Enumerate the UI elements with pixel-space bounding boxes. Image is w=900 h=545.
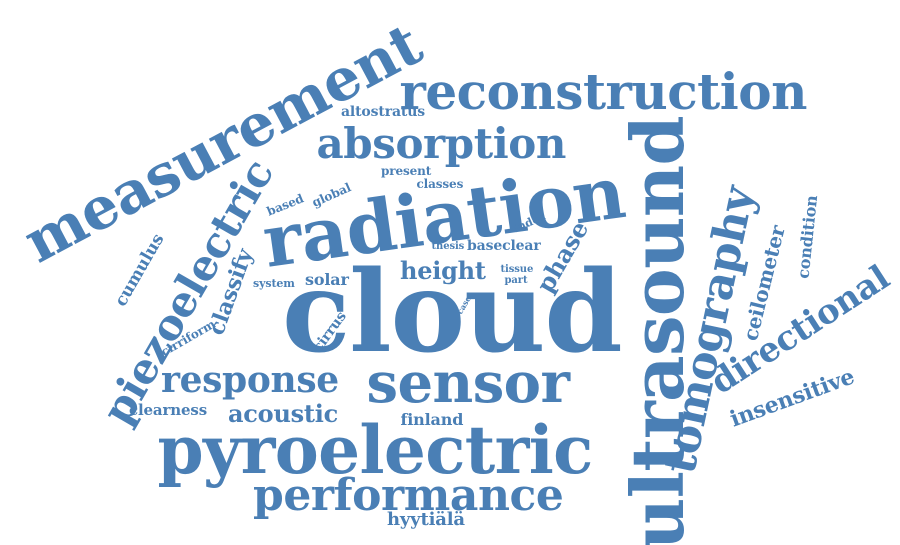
word-part: part <box>504 275 528 286</box>
word-condition: condition <box>793 194 822 280</box>
word-performance: performance <box>253 470 564 521</box>
word-reconstruction: reconstruction <box>399 62 808 121</box>
word-baseclear: baseclear <box>467 238 541 254</box>
word-clearness: clearness <box>129 400 207 419</box>
word-cloud-main: cloud <box>282 247 623 378</box>
word-altostratus: altostratus <box>341 104 425 120</box>
word-system: system <box>253 276 295 290</box>
word-present: present <box>381 164 432 178</box>
word-hyytiala: hyytiälä <box>387 509 465 530</box>
word-thesis: thesis <box>431 241 465 252</box>
word-classes: classes <box>416 177 464 191</box>
word-solar: solar <box>305 270 349 289</box>
word-absorption: absorption <box>316 119 567 168</box>
word-acoustic: acoustic <box>228 399 339 428</box>
word-response: response <box>161 359 339 401</box>
word-pyroelectric: pyroelectric <box>157 411 594 489</box>
word-height: height <box>400 256 486 285</box>
word-finland: finland <box>400 410 464 429</box>
word-sensor: sensor <box>366 350 570 416</box>
word-tissue: tissue <box>500 264 534 275</box>
